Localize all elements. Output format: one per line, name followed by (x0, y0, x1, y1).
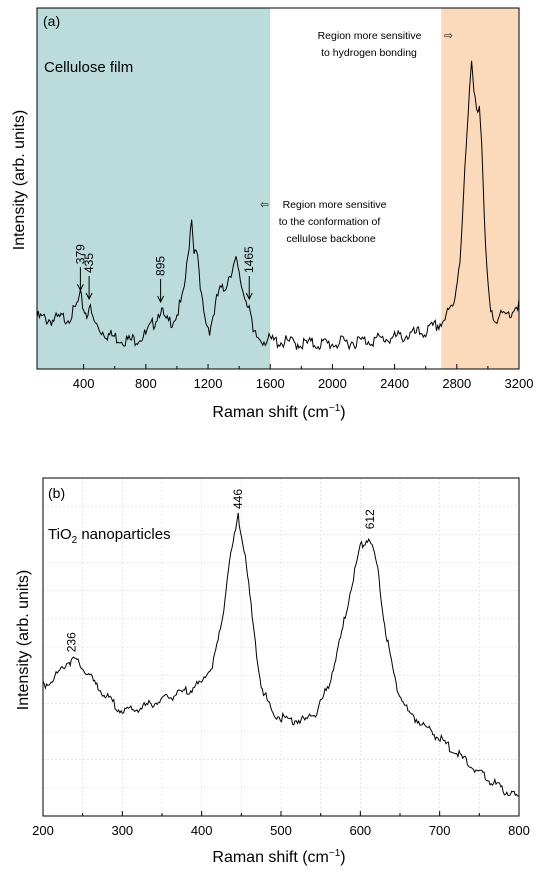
peak-label-379: 379 (73, 244, 87, 264)
x-tick-label-b: 500 (270, 823, 292, 838)
peak-label-236: 236 (65, 632, 79, 652)
x-tick-label-b: 400 (191, 823, 213, 838)
x-tick-label-b: 700 (429, 823, 451, 838)
x-axis-label-a-main: Raman shift (cm (212, 404, 328, 421)
region-note-backbone-line3: cellulose backbone (286, 233, 375, 245)
x-tick-label-a: 2800 (442, 376, 471, 391)
x-axis-label-b-end: ) (340, 849, 345, 866)
x-axis-label-a: Raman shift (cm−1) (212, 403, 345, 421)
sample-label-b-sub: 2 (72, 535, 78, 546)
y-axis-label-b: Intensity (arb. units) (15, 570, 32, 711)
x-axis-label-b-sup: −1 (329, 848, 341, 859)
x-tick-label-a: 1200 (194, 376, 223, 391)
peak-arrowhead-435 (85, 292, 93, 301)
plot-frame-a (36, 7, 520, 370)
region-note-hbond-line1: Region more sensitive (318, 30, 422, 42)
region-note-backbone-arrow: ⇦ (260, 199, 269, 211)
region-note-hbond: Region more sensitive ⇨ to hydrogen bond… (318, 30, 456, 59)
y-axis-label-a: Intensity (arb. units) (11, 110, 28, 251)
peak-arrowhead-379 (76, 283, 84, 292)
x-tick-label-a: 2400 (380, 376, 409, 391)
panel-label-b: (b) (48, 485, 65, 501)
peak-label-1465: 1465 (242, 246, 256, 273)
peak-label-895: 895 (154, 256, 168, 276)
x-tick-label-b: 200 (32, 823, 54, 838)
sample-label-b: TiO2 nanoparticles (48, 526, 171, 546)
region-note-backbone-line2: to the conformation of (279, 216, 381, 228)
region-note-backbone-line1: Region more sensitive (283, 199, 387, 211)
shaded-region-2 (441, 8, 519, 369)
panel-b: 200 300 400 500 600 700 800 236 446 612 (b) TiO2… (15, 477, 530, 866)
peak-label-446: 446 (231, 489, 245, 509)
x-tick-label-b: 300 (111, 823, 133, 838)
x-tick-label-a: 2000 (318, 376, 347, 391)
sample-label-b-main: TiO (48, 526, 72, 543)
x-axis-label-b-main: Raman shift (cm (212, 849, 328, 866)
peak-label-612: 612 (363, 509, 377, 529)
x-tick-label-a: 3200 (505, 376, 534, 391)
x-axis-label-a-sup: −1 (329, 403, 341, 414)
peak-arrowhead-895 (157, 295, 165, 304)
tio2-spectrum-line (42, 512, 520, 797)
x-tick-label-a: 800 (135, 376, 157, 391)
peak-label-435: 435 (82, 253, 96, 273)
x-tick-label-a: 400 (73, 376, 95, 391)
sample-label-a: Cellulose film (44, 59, 133, 76)
peak-arrowhead-1465 (245, 292, 253, 301)
x-axis-label-a-end: ) (340, 404, 345, 421)
cellulose-spectrum-line (36, 60, 520, 351)
panel-label-a: (a) (43, 13, 60, 29)
x-tick-label-a: 1600 (256, 376, 285, 391)
sample-label-b-rest: nanoparticles (77, 526, 170, 543)
x-axis-label-b: Raman shift (cm−1) (212, 848, 345, 866)
shaded-region-1 (37, 8, 271, 369)
x-tick-label-b: 600 (349, 823, 371, 838)
region-note-hbond-line2: to hydrogen bonding (321, 47, 417, 59)
region-note-hbond-arrow: ⇨ (444, 30, 453, 42)
region-note-backbone: ⇦ Region more sensitive to the conformat… (260, 199, 389, 245)
x-tick-label-b: 800 (508, 823, 530, 838)
